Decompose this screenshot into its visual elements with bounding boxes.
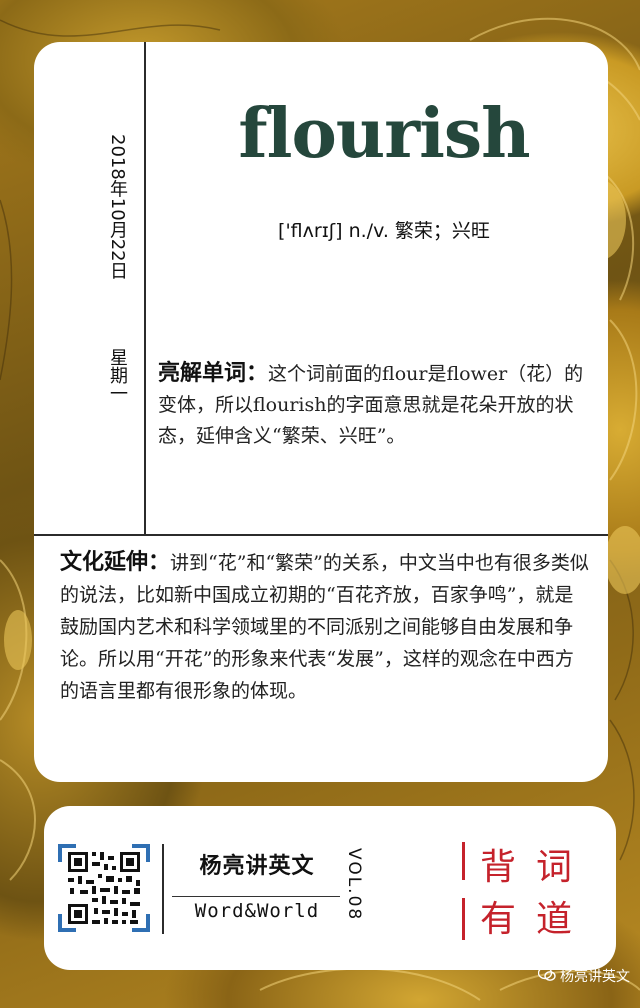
qr-code[interactable] [58,844,150,932]
volume-label: VOL.08 [344,848,364,922]
brand-card: 杨亮讲英文 Word&World VOL.08 背 词 有 道 [44,806,616,970]
culture-text: 讲到“花”和“繁荣”的关系，中文当中也有很多类似的说法，比如新中国成立初期的“百… [60,552,589,702]
watermark-text: 杨亮讲英文 [560,969,630,985]
headword: flourish [238,94,530,174]
explanation-label: 亮解单词： [158,360,269,386]
slogan-char-4: 道 [536,899,573,940]
pronunciation-definition: ['flʌrɪʃ] n./v. 繁荣；兴旺 [278,220,490,242]
vertical-divider [144,42,146,534]
weekday-label: 星期一 [107,348,128,402]
culture-label: 文化延伸： [60,549,171,575]
brand-name-cn: 杨亮讲英文 [199,853,315,879]
explanation-section: 亮解单词：这个词前面的flour是flower（花）的变体，所以flourish… [158,358,588,452]
slogan-bar-top [462,842,465,880]
word-card: 2018年10月22日 星期一 flourish ['flʌrɪʃ] n./v.… [34,42,608,782]
brand-divider [162,844,164,934]
wechat-icon [537,966,556,986]
brand-name-en: Word&World [194,900,320,922]
horizontal-divider [34,534,608,536]
slogan-bar-bottom [462,898,465,940]
slogan-char-2: 词 [536,847,573,888]
date-label: 2018年10月22日 [107,134,128,280]
culture-section: 文化延伸：讲到“花”和“繁荣”的关系，中文当中也有很多类似的说法，比如新中国成立… [60,546,590,707]
explanation-text: 这个词前面的flour是flower（花）的变体，所以flourish的字面意思… [158,363,584,447]
slogan-char-3: 有 [480,899,517,940]
brand-underline [172,896,340,897]
watermark: 杨亮讲英文 [537,966,630,986]
slogan-char-1: 背 [480,847,517,888]
